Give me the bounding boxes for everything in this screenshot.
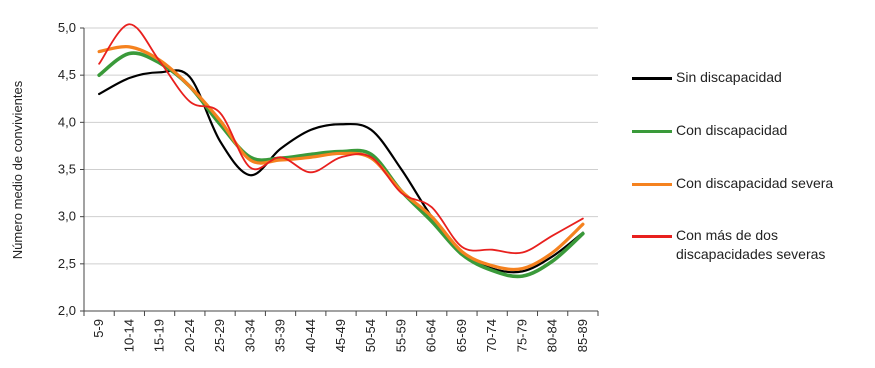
x-tick-label: 70-74: [484, 319, 499, 352]
x-tick-label: 35-39: [273, 319, 288, 352]
x-tick-label: 5-9: [91, 319, 106, 338]
x-tick-label: 85-89: [575, 319, 590, 352]
legend-label: Con discapacidad: [676, 122, 788, 138]
legend-swatch: [632, 130, 672, 133]
y-tick-label: 2,5: [58, 256, 76, 271]
x-tick-label: 25-29: [212, 319, 227, 352]
legend-swatch: [632, 235, 672, 238]
legend-item-con-discapacidad-severa: Con discapacidad severa: [632, 174, 833, 193]
x-tick-label: 40-44: [303, 319, 318, 352]
legend-label: Con discapacidad severa: [676, 175, 834, 191]
x-tick-label: 50-54: [363, 319, 378, 352]
legend-label: Con más de dos discapacidades severas: [676, 227, 826, 262]
legend-item-con-mas-de-dos-discapacidades-severas: Con más de dos discapacidades severas: [632, 226, 825, 264]
x-tick-label: 10-14: [121, 319, 136, 352]
y-tick-label: 2,0: [58, 303, 76, 318]
series-line-con-discapacidad-severa: [97, 45, 585, 272]
y-tick-label: 3,5: [58, 162, 76, 177]
legend-item-con-discapacidad: Con discapacidad: [632, 121, 787, 140]
y-tick-label: 3,0: [58, 209, 76, 224]
x-tick-labels: 5-9 10-14 15-19 20-24 25-29 30-34 35-39 40-44 45…: [91, 319, 590, 352]
x-tick-label: 75-79: [514, 319, 529, 352]
y-tick-label: 4,5: [58, 67, 76, 82]
x-tick-label: 60-64: [424, 319, 439, 352]
series-line-sin-discapacidad: [98, 69, 584, 274]
legend-item-sin-discapacidad: Sin discapacidad: [632, 68, 782, 87]
line-chart: 2,0 2,5 3,0 3,5 4,0 4,5 5,0 5-9 10-14 15-19 20-24…: [10, 20, 599, 352]
grid-lines: [80, 27, 599, 316]
x-tick-label: 80-84: [545, 319, 560, 352]
x-tick-label: 20-24: [182, 319, 197, 352]
x-tick-label: 55-59: [393, 319, 408, 352]
series-line-con-discapacidad: [97, 51, 585, 279]
y-tick-label: 5,0: [58, 20, 76, 35]
legend-swatch: [632, 77, 672, 80]
x-tick-label: 30-34: [242, 319, 257, 352]
legend-swatch: [632, 183, 672, 186]
y-tick-label: 4,0: [58, 114, 76, 129]
x-tick-label: 45-49: [333, 319, 348, 352]
series-lines: [97, 23, 585, 279]
x-tick-label: 65-69: [454, 319, 469, 352]
y-axis-title: Número medio de convivientes: [10, 80, 25, 259]
x-tick-label: 15-19: [152, 319, 167, 352]
legend-label: Sin discapacidad: [676, 69, 782, 85]
series-line-con-mas-de-dos-discapacidades-severas: [98, 23, 584, 255]
axes: [83, 28, 598, 312]
y-tick-labels: 2,0 2,5 3,0 3,5 4,0 4,5 5,0: [58, 20, 76, 318]
